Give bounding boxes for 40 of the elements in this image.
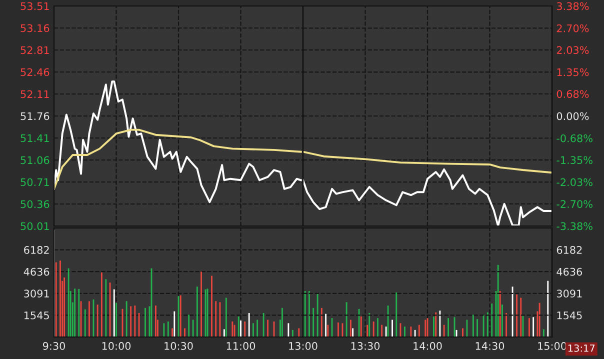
y2-tick-label: 3091	[556, 290, 582, 298]
y-tick-label: 3091	[24, 290, 49, 298]
y-tick-label: 50.71	[20, 178, 49, 186]
y-tick-label: 6182	[24, 246, 49, 254]
y-tick-label: 51.06	[20, 156, 50, 164]
y-tick-label: 53.51	[20, 2, 49, 10]
y2-tick-label: -2.03%	[556, 178, 592, 186]
y2-tick-label: 6182	[556, 246, 582, 254]
y2-tick-label: -1.35%	[556, 156, 592, 164]
x-tick-label: 10:00	[102, 342, 131, 350]
x-tick-label: 11:00	[226, 342, 256, 350]
y2-tick-label: -2.70%	[556, 200, 592, 208]
y2-tick-label: -3.38%	[556, 222, 592, 230]
y2-tick-label: 1545	[557, 312, 582, 320]
x-tick-label: 10:30	[164, 342, 193, 350]
y2-tick-label: 2.70%	[556, 24, 589, 32]
y-tick-label: 51.41	[20, 134, 49, 142]
y2-tick-label: 3.38%	[556, 2, 589, 10]
x-tick-label: 13:00	[289, 342, 318, 350]
y-tick-label: 52.81	[20, 46, 49, 54]
x-tick-label: 14:00	[414, 342, 442, 350]
x-tick-label: 9:30	[42, 342, 66, 350]
y2-tick-label: -0.68%	[556, 134, 592, 142]
y-tick-label: 51.76	[20, 112, 50, 120]
y2-tick-label: 0.68%	[556, 90, 589, 98]
y-tick-label: 4636	[24, 268, 50, 276]
y2-tick-label: 4636	[556, 268, 582, 276]
y-tick-label: 52.11	[20, 90, 49, 98]
y-tick-label: 1545	[24, 312, 49, 320]
y-tick-label: 50.36	[20, 200, 50, 208]
x-tick-label: 15:00	[538, 342, 566, 350]
y2-tick-label: 0.00%	[556, 112, 589, 120]
y-tick-label: 52.46	[20, 68, 50, 76]
text: 13:17	[568, 344, 595, 352]
x-tick-label: 14:30	[476, 342, 504, 350]
x-tick-label: 13:30	[351, 342, 380, 350]
y-tick-label: 50.01	[20, 222, 49, 230]
y2-tick-label: 1.35%	[557, 68, 589, 76]
y-tick-label: 53.16	[20, 24, 50, 32]
y2-tick-label: 2.03%	[556, 46, 589, 54]
